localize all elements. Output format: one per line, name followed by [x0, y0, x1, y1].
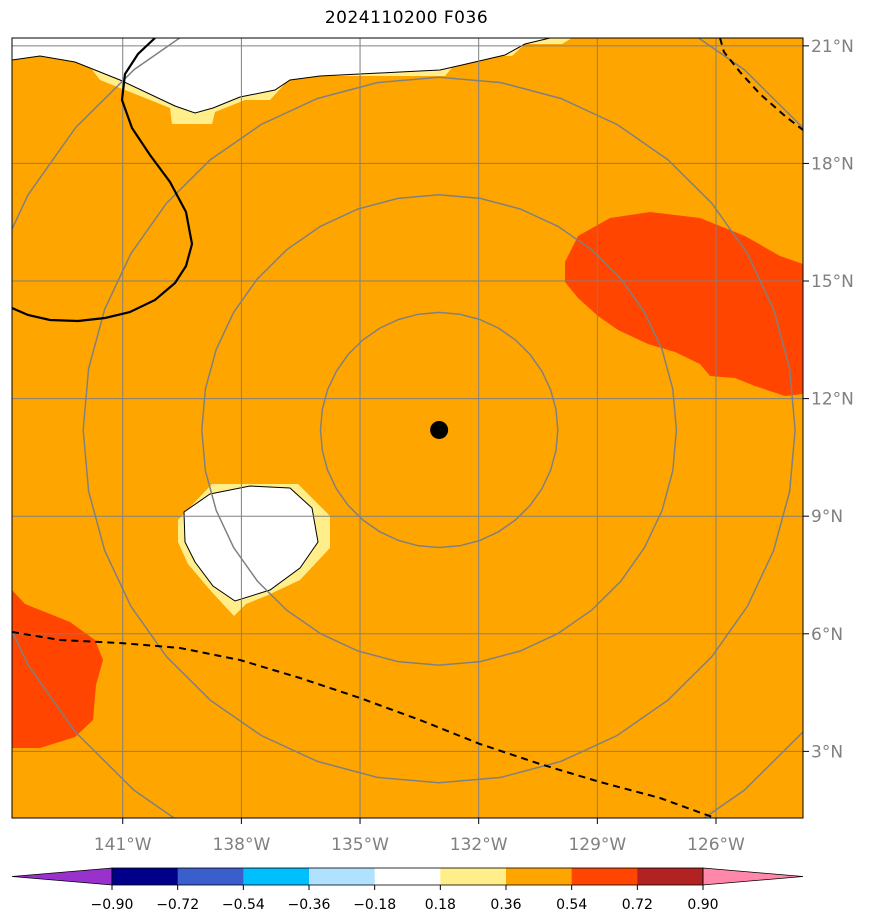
lon-tick-label: 138°W	[213, 835, 271, 855]
map-field	[12, 38, 803, 818]
colorbar-segment	[177, 868, 244, 885]
latitude-labels: 3°N 6°N 9°N 12°N 15°N 18°N 21°N	[803, 37, 854, 762]
colorbar-segment	[440, 868, 507, 885]
colorbar-tick-label: −0.18	[353, 897, 396, 913]
storm-center-marker	[430, 420, 449, 439]
colorbar-tick-label: 0.36	[490, 897, 521, 913]
colorbar-tick-label: 0.18	[425, 897, 456, 913]
colorbar-segment	[309, 868, 376, 885]
north-white-region	[12, 38, 550, 113]
colorbar-extend-low	[11, 867, 113, 886]
field-background	[12, 38, 803, 818]
colorbar-tick-label: −0.72	[156, 897, 199, 913]
colorbar: −0.90 −0.72 −0.54 −0.36 −0.18 0.18 0.36 0.54 0.7…	[11, 867, 804, 913]
colorbar-tick-label: −0.90	[91, 897, 134, 913]
colorbar-tick-label: 0.72	[622, 897, 653, 913]
colorbar-segment	[506, 868, 573, 885]
longitude-labels: 141°W 138°W 135°W 132°W 129°W 126°W	[94, 818, 745, 855]
north-white-outline	[12, 38, 551, 114]
colorbar-tick-label: −0.54	[222, 897, 265, 913]
lat-tick-label: 9°N	[811, 507, 843, 527]
map-frame	[11, 37, 804, 819]
colorbar-segment	[112, 868, 179, 885]
colorbar-tick-label: 0.54	[556, 897, 587, 913]
lon-tick-label: 135°W	[331, 835, 389, 855]
chart-title: 2024110200 F036	[324, 8, 489, 28]
colorbar-segment	[243, 868, 310, 885]
lat-tick-label: 6°N	[811, 625, 843, 645]
east-red-patch	[565, 212, 803, 396]
lat-tick-label: 12°N	[811, 390, 854, 410]
colorbar-tick-label: −0.36	[288, 897, 331, 913]
solid-contour-northwest	[12, 38, 194, 323]
lat-tick-label: 15°N	[811, 272, 854, 292]
southwest-red-patch	[12, 590, 103, 748]
colorbar-segment	[374, 868, 441, 885]
lat-tick-label: 18°N	[811, 154, 854, 174]
range-rings	[12, 38, 803, 818]
colorbar-segment	[637, 868, 704, 885]
dashed-contour-south	[12, 631, 716, 818]
lat-tick-label: 3°N	[811, 742, 843, 762]
colorbar-segment	[571, 868, 638, 885]
lon-tick-label: 129°W	[568, 835, 626, 855]
lon-tick-label: 126°W	[687, 835, 745, 855]
colorbar-extend-high	[702, 867, 804, 886]
colorbar-tick-label: 0.90	[687, 897, 718, 913]
range-ring	[201, 194, 678, 666]
graticule	[12, 38, 803, 818]
lon-tick-label: 141°W	[94, 835, 152, 855]
colorbar-frame	[111, 867, 704, 886]
dashed-contour-northeast	[719, 38, 803, 131]
lon-tick-label: 132°W	[450, 835, 508, 855]
lat-tick-label: 21°N	[811, 37, 854, 57]
range-ring	[82, 76, 796, 784]
range-ring	[319, 311, 559, 549]
